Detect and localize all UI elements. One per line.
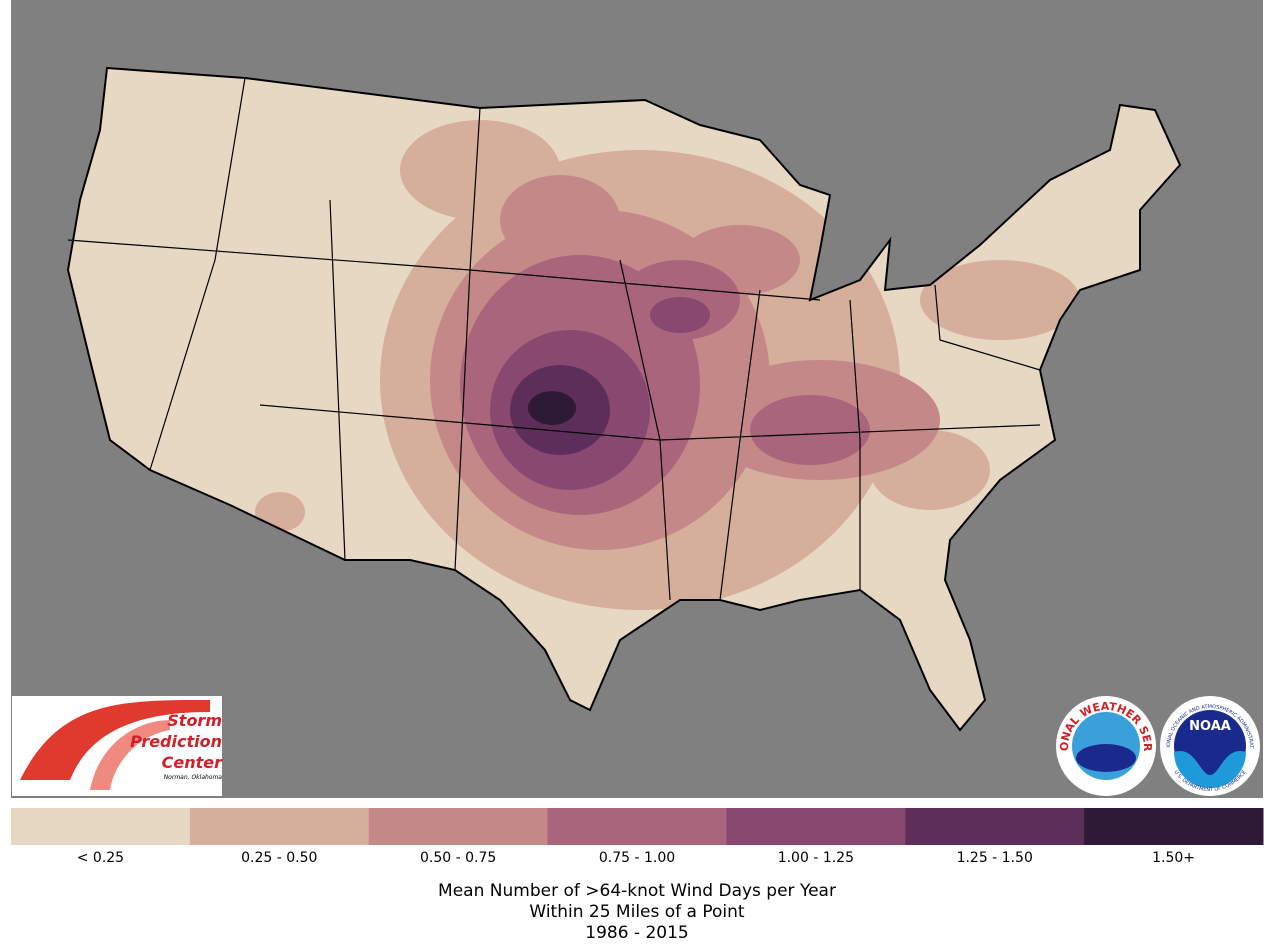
- state-border: [934, 284, 1041, 371]
- map-title: Mean Number of >64-knot Wind Days per Ye…: [438, 881, 836, 943]
- state-border: [619, 259, 671, 601]
- spc-location: Norman, Oklahoma: [164, 774, 223, 781]
- contour-region: [500, 175, 620, 265]
- noaa-wave: [1174, 750, 1246, 788]
- noaa-name: NOAA: [1189, 719, 1231, 734]
- contour-region: [650, 297, 710, 333]
- legend-swatch: [189, 808, 370, 845]
- legend-swatch: [726, 808, 906, 845]
- legend-swatch: [547, 808, 727, 845]
- legend-label: 0.75 - 1.00: [599, 850, 675, 866]
- spc-swoosh: [20, 700, 210, 780]
- spc-name: Storm: [167, 711, 222, 730]
- title-line: Within 25 Miles of a Point: [529, 902, 745, 922]
- legend-label: 1.50+: [1152, 850, 1195, 866]
- state-border: [719, 289, 761, 601]
- contour-region: [750, 395, 870, 465]
- legend-label: < 0.25: [77, 850, 124, 866]
- legend-label: 1.00 - 1.25: [778, 850, 854, 866]
- spc-name: Prediction: [130, 732, 222, 751]
- contour-region: [528, 391, 576, 425]
- legend-label: 1.25 - 1.50: [957, 850, 1033, 866]
- legend-label: 0.50 - 0.75: [420, 850, 496, 866]
- spc-name: Center: [162, 753, 223, 772]
- legend-swatch: [368, 808, 549, 845]
- legend-swatch: [905, 808, 1085, 845]
- state-borders: [67, 77, 1041, 601]
- spc-swoosh: [90, 720, 170, 790]
- state-border: [149, 77, 246, 471]
- title-line: Mean Number of >64-knot Wind Days per Ye…: [438, 881, 836, 901]
- contour-region: [920, 260, 1080, 340]
- legend-label: 0.25 - 0.50: [241, 850, 317, 866]
- legend-swatch: [1084, 808, 1264, 845]
- title-line: 1986 - 2015: [585, 923, 688, 942]
- nws-cloud: [1076, 744, 1136, 772]
- legend-swatch: [11, 808, 191, 845]
- state-border: [849, 299, 861, 590]
- legend: < 0.25 0.25 - 0.50 0.50 - 0.75 0.75 - 1.00 1…: [11, 808, 1264, 866]
- state-border: [67, 239, 821, 301]
